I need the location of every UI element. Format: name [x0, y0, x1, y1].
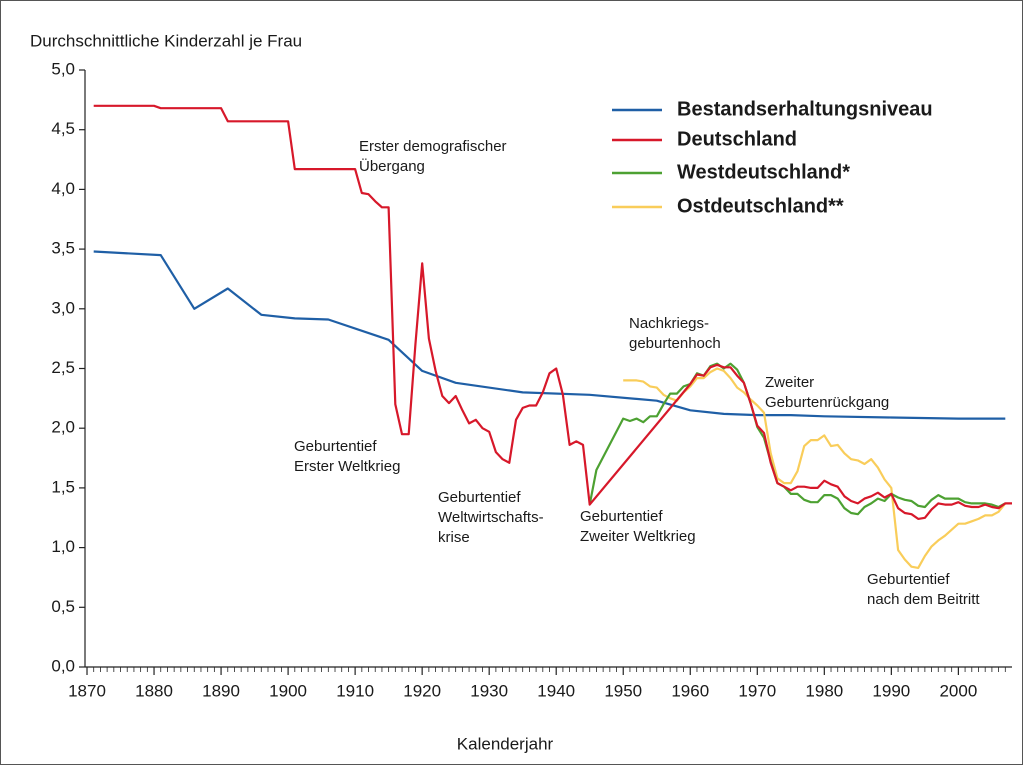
- x-tick-label: 1980: [805, 681, 843, 700]
- x-tick-label: 1930: [470, 681, 508, 700]
- x-axis-label: Kalenderjahr: [457, 734, 554, 753]
- x-tick-label: 1990: [872, 681, 910, 700]
- y-tick-label: 2,0: [51, 418, 75, 437]
- y-tick-label: 2,5: [51, 358, 75, 377]
- x-tick-label: 1910: [336, 681, 374, 700]
- x-tick-label: 1880: [135, 681, 173, 700]
- legend-label: Deutschland: [677, 128, 797, 150]
- annotation: Geburtentief: [580, 508, 663, 525]
- x-tick-label: 1960: [671, 681, 709, 700]
- series-line: [93, 104, 1012, 521]
- annotation: geburtenhoch: [629, 335, 721, 352]
- y-tick-label: 1,5: [51, 477, 75, 496]
- x-tick-label: 1890: [202, 681, 240, 700]
- legend-label: Ostdeutschland**: [677, 195, 844, 217]
- x-tick-label: 1870: [68, 681, 106, 700]
- annotation: Geburtenrückgang: [765, 394, 889, 411]
- y-tick-label: 5,0: [51, 59, 75, 78]
- legend-label: Westdeutschland*: [677, 161, 850, 183]
- x-tick-label: 1940: [537, 681, 575, 700]
- x-tick-label: 2000: [939, 681, 977, 700]
- y-tick-label: 0,0: [51, 656, 75, 675]
- y-tick-label: 1,0: [51, 537, 75, 556]
- x-tick-label: 1970: [738, 681, 776, 700]
- y-axis-label: Durchschnittliche Kinderzahl je Frau: [30, 31, 302, 50]
- series-line: [93, 250, 1006, 420]
- y-tick-label: 0,5: [51, 597, 75, 616]
- annotation: Erster demografischer: [359, 138, 507, 155]
- annotation: Geburtentief: [438, 489, 521, 506]
- annotation: Erster Weltkrieg: [294, 458, 400, 475]
- legend-label: Bestandserhaltungsniveau: [677, 98, 933, 120]
- annotation: krise: [438, 529, 470, 546]
- annotation: Übergang: [359, 157, 425, 175]
- annotation: Geburtentief: [294, 438, 377, 455]
- x-tick-label: 1900: [269, 681, 307, 700]
- annotation: Zweiter Weltkrieg: [580, 528, 696, 545]
- annotation: Geburtentief: [867, 571, 950, 588]
- annotation: Weltwirtschafts-: [438, 509, 544, 526]
- series-line: [623, 367, 1007, 570]
- y-tick-label: 3,0: [51, 298, 75, 317]
- y-tick-label: 4,5: [51, 119, 75, 138]
- annotation: Zweiter: [765, 374, 814, 391]
- y-tick-label: 3,5: [51, 239, 75, 258]
- series-line: [588, 362, 1006, 516]
- x-tick-label: 1950: [604, 681, 642, 700]
- y-tick-label: 4,0: [51, 179, 75, 198]
- annotation: Nachkriegs-: [629, 315, 709, 332]
- annotation: nach dem Beitritt: [867, 591, 980, 608]
- x-tick-label: 1920: [403, 681, 441, 700]
